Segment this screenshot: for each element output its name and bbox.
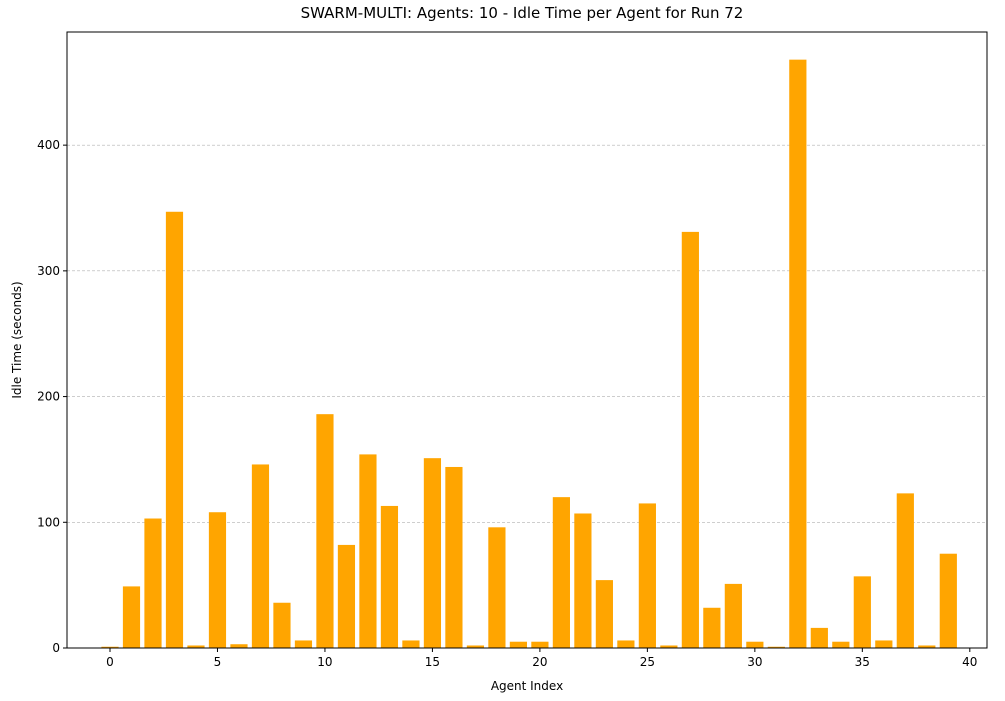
bar-agent-18 — [488, 527, 506, 648]
y-tick-label: 100 — [37, 515, 60, 529]
bar-agent-5 — [208, 512, 227, 648]
bar-agent-7 — [251, 464, 270, 648]
bar-agent-0 — [101, 646, 119, 648]
bar-agent-10 — [316, 414, 334, 648]
bar-agent-17 — [466, 645, 485, 648]
y-axis-label: Idle Time (seconds) — [10, 281, 24, 398]
bar-agent-28 — [703, 607, 721, 648]
bar-agent-15 — [423, 458, 442, 648]
bar-agent-38 — [918, 645, 936, 648]
bar-agent-8 — [273, 602, 291, 648]
bar-agent-31 — [767, 646, 785, 648]
bars — [101, 59, 957, 648]
y-tick-label: 400 — [37, 138, 60, 152]
bar-agent-14 — [402, 640, 420, 648]
x-tick-label: 35 — [855, 655, 870, 669]
bar-agent-2 — [144, 518, 162, 648]
bar-agent-25 — [638, 503, 656, 648]
grid-lines — [67, 144, 987, 523]
bar-agent-35 — [853, 576, 871, 648]
x-ticks: 0 5 10 15 20 25 30 35 40 — [106, 648, 977, 669]
y-tick-label: 200 — [37, 390, 60, 404]
x-tick-label: 40 — [962, 655, 977, 669]
bar-agent-1 — [122, 586, 141, 648]
x-axis-label: Agent Index — [491, 679, 563, 693]
bar-agent-22 — [574, 513, 592, 648]
bar-agent-16 — [445, 466, 463, 648]
bar-agent-23 — [595, 580, 613, 648]
bar-agent-33 — [810, 627, 828, 648]
plot-frame — [66, 31, 988, 649]
chart-title: SWARM-MULTI: Agents: 10 - Idle Time per … — [301, 4, 744, 22]
x-tick-label: 5 — [214, 655, 222, 669]
bar-agent-4 — [187, 645, 205, 648]
x-tick-label: 0 — [106, 655, 114, 669]
bar-agent-24 — [617, 640, 635, 648]
bar-agent-27 — [681, 231, 699, 648]
y-tick-label: 0 — [52, 641, 60, 655]
bar-agent-36 — [875, 640, 893, 648]
bar-agent-9 — [294, 640, 313, 648]
bar-agent-30 — [746, 641, 764, 648]
bar-agent-34 — [832, 641, 850, 648]
bar-agent-37 — [896, 493, 914, 648]
bar-agent-6 — [230, 644, 248, 648]
x-tick-label: 10 — [317, 655, 332, 669]
bar-agent-20 — [531, 641, 549, 648]
bar-agent-39 — [939, 553, 957, 648]
bar-agent-12 — [359, 454, 377, 648]
x-tick-label: 15 — [425, 655, 440, 669]
y-ticks: 0 100 200 300 400 — [37, 138, 67, 655]
bar-agent-21 — [552, 497, 570, 648]
bar-agent-19 — [509, 641, 527, 648]
bar-agent-3 — [165, 211, 184, 648]
x-tick-label: 25 — [640, 655, 655, 669]
x-tick-label: 20 — [532, 655, 547, 669]
bar-agent-11 — [337, 544, 356, 648]
bar-agent-32 — [789, 59, 807, 648]
bar-agent-26 — [660, 645, 678, 648]
x-tick-label: 30 — [747, 655, 762, 669]
bar-agent-13 — [380, 505, 399, 648]
bar-agent-29 — [724, 583, 742, 648]
y-tick-label: 300 — [37, 264, 60, 278]
